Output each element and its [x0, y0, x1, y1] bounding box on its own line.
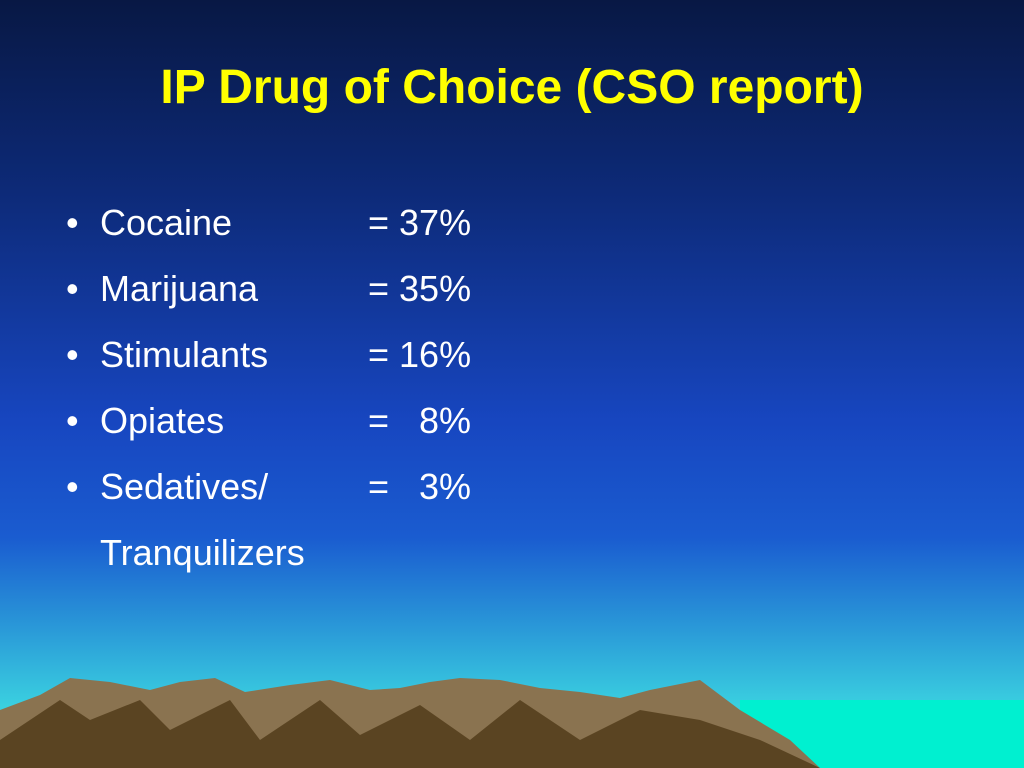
- bullet-item: Cocaine = 37%: [60, 190, 471, 256]
- item-value: = 3%: [368, 466, 472, 507]
- bullet-item: Marijuana = 35%: [60, 256, 471, 322]
- item-label: Opiates: [100, 400, 225, 441]
- item-value: = 16%: [368, 334, 472, 375]
- item-label: Sedatives/ Tranquilizers: [100, 466, 305, 573]
- item-value: = 35%: [368, 268, 472, 309]
- slide-title: IP Drug of Choice (CSO report): [160, 61, 864, 114]
- item-label: Cocaine: [100, 202, 233, 243]
- mountain-shadow: [0, 700, 820, 768]
- item-label: Marijuana: [100, 268, 259, 309]
- item-value: = 8%: [368, 400, 472, 441]
- bullet-list: Cocaine = 37% Marijuana = 35% Stimulants = 16…: [60, 190, 471, 586]
- bullet-item: Sedatives/ Tranquilizers = 3%: [60, 454, 471, 586]
- bullet-item: Stimulants = 16%: [60, 322, 471, 388]
- bullet-item: Opiates = 8%: [60, 388, 471, 454]
- item-value: = 37%: [368, 202, 472, 243]
- item-label: Stimulants: [100, 334, 269, 375]
